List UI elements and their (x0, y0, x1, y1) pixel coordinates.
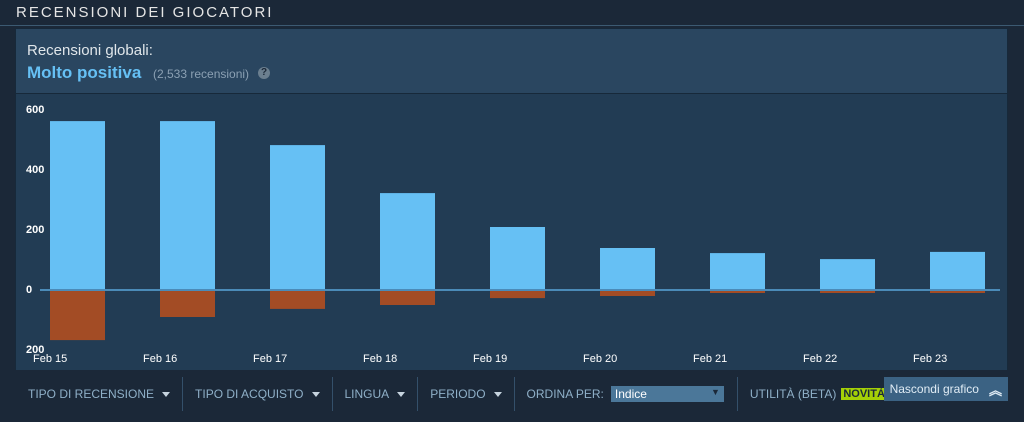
hide-graph-button[interactable]: Nascondi grafico ︽ (883, 377, 1008, 401)
bar (490, 227, 545, 290)
x-tick-label: Feb 22 (803, 353, 837, 365)
x-tick-label: Feb 16 (143, 353, 177, 365)
select-arrow: ▼ (710, 387, 720, 397)
new-badge: NOVITÀ! (841, 388, 891, 400)
y-tick-label: 600 (26, 104, 44, 116)
x-tick-label: Feb 17 (253, 353, 287, 365)
bar (930, 290, 985, 293)
y-tick-label: 200 (26, 344, 44, 356)
bar (820, 290, 875, 293)
filter-label: TIPO DI RECENSIONE (28, 387, 155, 401)
section-title: RECENSIONI DEI GIOCATORI (16, 4, 274, 21)
bar (160, 290, 215, 317)
button-label: Nascondi grafico (889, 382, 979, 396)
dropdown-arrow (311, 391, 320, 397)
bar (270, 145, 325, 290)
divider (0, 25, 1024, 26)
bar (600, 290, 655, 296)
x-tick-label: Feb 23 (913, 353, 947, 365)
collapse-icon: ︽ (988, 382, 1002, 398)
filter[interactable]: UTILITÀ (BETA) NOVITÀ! (738, 377, 919, 411)
summary-label: Recensioni globali: (27, 42, 153, 59)
bar (820, 259, 875, 290)
bar (380, 290, 435, 305)
sort-label: ORDINA PER: (526, 387, 604, 401)
filter[interactable]: PERIODO (418, 377, 515, 411)
filter-label: LINGUA (344, 387, 390, 401)
sort-select[interactable]: Indice ▼ (609, 385, 725, 403)
bar (930, 251, 985, 290)
bar (380, 193, 435, 290)
filter-label: TIPO DI ACQUISTO (195, 387, 304, 401)
sort-value: Indice (614, 387, 647, 401)
bar (490, 290, 545, 299)
filter-label: PERIODO (430, 387, 486, 401)
rating: Molto positiva (27, 63, 142, 82)
x-tick-label: Feb 19 (473, 353, 507, 365)
dropdown-arrow (493, 391, 502, 397)
bar (270, 290, 325, 309)
dropdown-arrow (162, 391, 171, 397)
bar (600, 248, 655, 290)
bar (710, 290, 765, 293)
filter[interactable]: TIPO DI ACQUISTO (183, 377, 333, 411)
x-tick-label: Feb 21 (693, 353, 727, 365)
bar (160, 121, 215, 290)
help-icon[interactable]: ? (258, 67, 270, 79)
bar (50, 290, 105, 341)
x-tick-label: Feb 18 (363, 353, 397, 365)
bar (50, 121, 105, 290)
filter-label: UTILITÀ (BETA) (749, 387, 837, 401)
x-tick-label: Feb 15 (33, 353, 67, 365)
y-tick-label: 200 (26, 224, 44, 236)
filter[interactable]: TIPO DI RECENSIONE (16, 377, 184, 411)
dropdown-arrow (397, 391, 406, 397)
bar (710, 253, 765, 290)
filter-bar: TIPO DI RECENSIONE TIPO DI ACQUISTO LING… (16, 377, 1008, 411)
sort: ORDINA PER: Indice ▼ (515, 377, 738, 411)
y-tick-label: 0 (26, 284, 32, 296)
filter[interactable]: LINGUA (333, 377, 419, 411)
review-count: (2,533 recensioni) (153, 67, 250, 81)
x-tick-label: Feb 20 (583, 353, 617, 365)
y-tick-label: 400 (26, 164, 44, 176)
